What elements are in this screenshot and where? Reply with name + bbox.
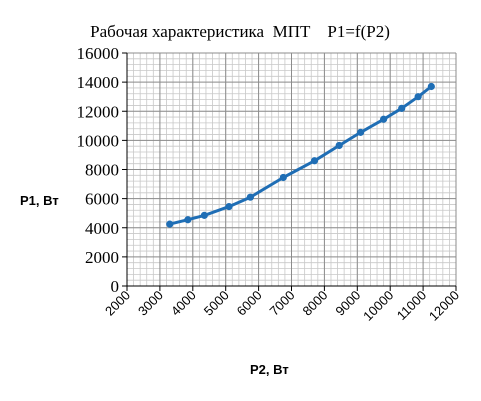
data-point (380, 115, 388, 123)
data-point (166, 220, 174, 228)
data-point (246, 193, 254, 201)
y-tick-labels: 0 2000 4000 6000 8000 10000 12000 14000 16000 (77, 44, 120, 296)
x-tick-label: 5000 (201, 288, 232, 319)
data-point (200, 211, 208, 219)
data-point (279, 173, 287, 182)
y-tick-label: 12000 (77, 102, 120, 121)
data-point (427, 82, 435, 91)
y-tick-label: 8000 (85, 161, 119, 180)
y-axis-label: P1, Вт (20, 193, 59, 208)
x-tick-label: 6000 (234, 288, 265, 319)
x-tick-label: 4000 (168, 288, 199, 319)
x-tick-label: 7000 (267, 288, 298, 319)
data-point (398, 104, 406, 112)
x-tick-label: 8000 (299, 288, 330, 319)
y-tick-label: 0 (111, 277, 120, 296)
x-tick-label: 2000 (102, 288, 133, 319)
data-point (356, 128, 365, 136)
series-line (168, 85, 433, 226)
grid (126, 52, 457, 287)
y-tick-label: 2000 (85, 248, 119, 267)
data-point (335, 141, 343, 150)
data-point (184, 216, 192, 224)
x-tick-label: 9000 (332, 288, 363, 319)
y-tick-label: 14000 (77, 73, 120, 92)
x-tick-labels: 2000 3000 4000 5000 6000 7000 8000 900010000110… (102, 288, 462, 324)
x-tick-label: 3000 (135, 288, 166, 319)
x-tick-label: 12000 (426, 288, 462, 324)
y-tick-label: 4000 (85, 219, 119, 238)
y-tick-label: 16000 (77, 44, 120, 63)
data-point (414, 93, 422, 101)
x-tick-label: 11000 (394, 288, 429, 323)
data-point (225, 203, 233, 211)
y-tick-label: 6000 (85, 190, 119, 209)
data-point (310, 157, 319, 165)
axes (122, 52, 457, 291)
chart-title: Рабочая характеристика МПТ P1=f(P2) (90, 22, 390, 41)
x-axis-label: P2, Вт (250, 362, 289, 377)
series-layer (166, 82, 435, 228)
y-tick-label: 10000 (77, 131, 120, 150)
x-tick-label: 10000 (360, 288, 396, 324)
